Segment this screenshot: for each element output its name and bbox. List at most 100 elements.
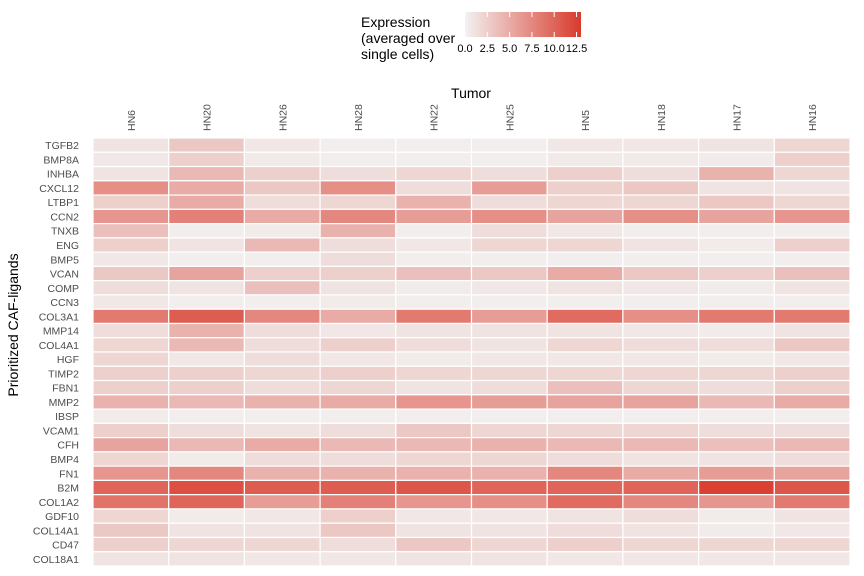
heatmap-cell xyxy=(470,337,548,353)
heatmap-cell xyxy=(92,465,170,482)
legend-ticks: 0.0 2.5 5.0 7.5 10.0 12.5 xyxy=(457,12,587,55)
heatmap-cell xyxy=(319,337,397,353)
heatmap-cell xyxy=(697,437,775,453)
legend-tick-label: 0.0 xyxy=(457,43,472,55)
heatmap-cell xyxy=(243,237,321,253)
heatmap-cell xyxy=(319,408,397,424)
heatmap-cell xyxy=(773,180,851,196)
heatmap-cell xyxy=(697,551,775,567)
heatmap-cell xyxy=(546,223,624,239)
heatmap-cell xyxy=(470,365,548,382)
heatmap-cell xyxy=(622,451,700,467)
heatmap-cell xyxy=(773,536,851,553)
heatmap-cell xyxy=(92,137,170,153)
heatmap-cell xyxy=(168,294,245,310)
heatmap-cell xyxy=(697,479,775,496)
heatmap-cell xyxy=(395,351,473,367)
heatmap-cell xyxy=(243,294,321,310)
heatmap-cell xyxy=(697,337,775,353)
legend-tick-label: 12.5 xyxy=(566,43,587,55)
heatmap-cell xyxy=(319,551,397,567)
heatmap-cell xyxy=(319,508,397,524)
row-label: MMP14 xyxy=(43,326,79,338)
heatmap-cell xyxy=(697,351,775,367)
heatmap-cell xyxy=(168,394,245,410)
heatmap-cell xyxy=(395,308,473,325)
heatmap-cell xyxy=(243,223,321,239)
heatmap-cell xyxy=(773,265,851,282)
heatmap-cell xyxy=(243,365,321,382)
heatmap-cell xyxy=(773,451,851,467)
heatmap-cell xyxy=(243,337,321,353)
heatmap-cell xyxy=(395,479,473,496)
heatmap-cell xyxy=(319,180,397,196)
heatmap-cell xyxy=(395,408,473,424)
heatmap-cell xyxy=(773,251,851,268)
heatmap-cell xyxy=(773,394,851,410)
heatmap-cell xyxy=(546,137,624,153)
heatmap-cell xyxy=(319,308,397,325)
heatmap-cell xyxy=(243,508,321,524)
heatmap-cell xyxy=(243,494,321,510)
heatmap-cell xyxy=(622,351,700,367)
row-label: TNXB xyxy=(51,226,79,238)
heatmap-cell xyxy=(697,522,775,539)
heatmap-cell xyxy=(243,180,321,196)
heatmap-cell xyxy=(546,379,624,396)
heatmap-cell xyxy=(773,522,851,539)
heatmap-cell xyxy=(395,265,473,282)
heatmap-cell xyxy=(92,479,170,496)
heatmap-cell xyxy=(546,194,624,210)
heatmap-cell xyxy=(773,508,851,524)
heatmap-cell xyxy=(168,365,245,382)
heatmap-cell xyxy=(622,494,700,510)
heatmap-cell xyxy=(470,137,548,153)
heatmap-cell xyxy=(773,165,851,182)
heatmap-cell xyxy=(622,294,700,310)
heatmap-cell xyxy=(92,151,170,168)
heatmap-cell xyxy=(168,223,245,239)
row-label: CD47 xyxy=(52,540,79,552)
heatmap-cell xyxy=(546,551,624,567)
heatmap-cell xyxy=(168,379,245,396)
column-label: HN17 xyxy=(731,104,743,131)
heatmap-cell xyxy=(773,379,851,396)
heatmap-cell xyxy=(773,551,851,567)
heatmap-cell xyxy=(546,265,624,282)
y-axis-title: Prioritized CAF-ligands xyxy=(5,253,21,396)
heatmap-cell xyxy=(395,251,473,268)
heatmap-cell xyxy=(319,494,397,510)
heatmap-cell xyxy=(243,137,321,153)
heatmap-cell xyxy=(622,522,700,539)
heatmap-cell xyxy=(168,536,245,553)
heatmap-cell xyxy=(622,151,700,168)
column-label: HN5 xyxy=(580,110,592,131)
heatmap-cell xyxy=(168,280,245,296)
heatmap-cell xyxy=(622,265,700,282)
heatmap-cell xyxy=(697,294,775,310)
heatmap-cell xyxy=(622,422,700,439)
heatmap-cell xyxy=(243,408,321,424)
row-label: CCN3 xyxy=(50,297,79,309)
heatmap-cell xyxy=(622,508,700,524)
heatmap-cell xyxy=(697,280,775,296)
heatmap-cell xyxy=(470,536,548,553)
heatmap-cell xyxy=(92,494,170,510)
heatmap-cell xyxy=(773,294,851,310)
heatmap-cell xyxy=(622,137,700,153)
heatmap-cell xyxy=(92,508,170,524)
heatmap-cell xyxy=(546,465,624,482)
row-label: ENG xyxy=(56,240,79,252)
heatmap-cell xyxy=(395,365,473,382)
heatmap-cell xyxy=(697,465,775,482)
heatmap-cell xyxy=(773,365,851,382)
heatmap-cell xyxy=(319,451,397,467)
row-label: GDF10 xyxy=(45,511,79,523)
heatmap-cell xyxy=(546,208,624,225)
heatmap-cell xyxy=(697,408,775,424)
heatmap-cell xyxy=(546,151,624,168)
heatmap-cell xyxy=(622,365,700,382)
heatmap-cell xyxy=(319,351,397,367)
heatmap-cell xyxy=(395,194,473,210)
heatmap-cell xyxy=(92,337,170,353)
